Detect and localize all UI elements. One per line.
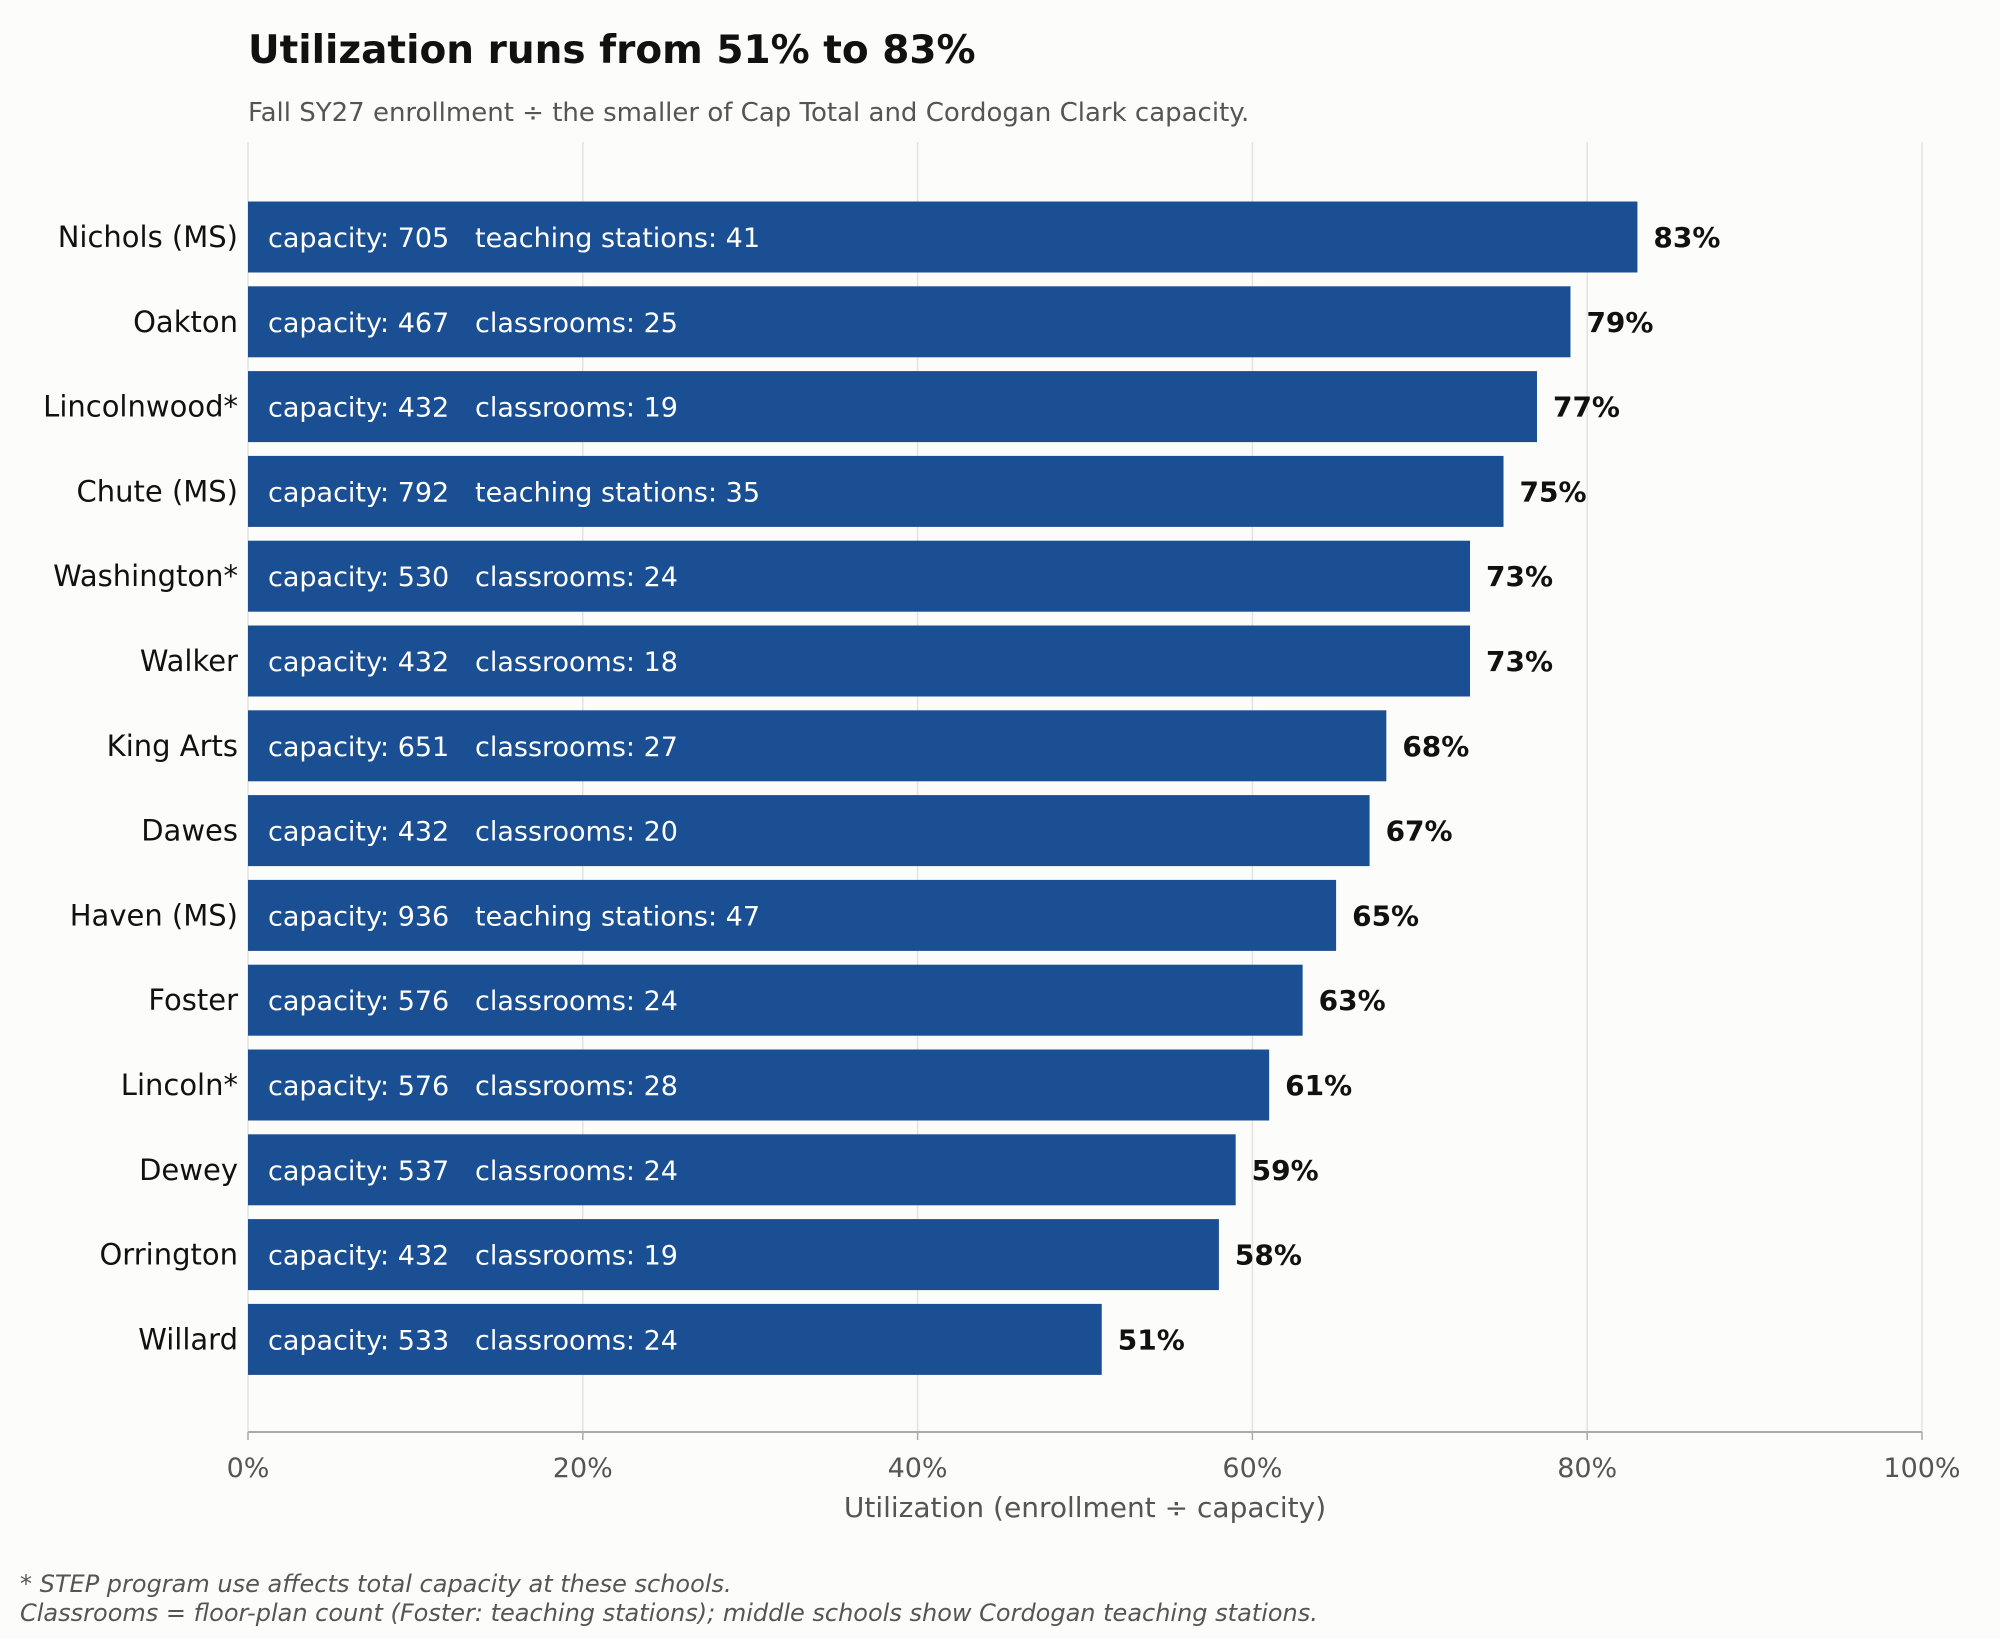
bar-annotation: capacity: 530 classrooms: 24 [268, 562, 678, 593]
bar [248, 1134, 1236, 1206]
category-label: Orrington [99, 1238, 238, 1272]
category-label: Foster [148, 983, 238, 1017]
bar-annotation: capacity: 432 classrooms: 19 [268, 1241, 678, 1272]
category-label: Nichols (MS) [58, 220, 238, 254]
x-tick-label: 60% [1222, 1453, 1282, 1484]
footnote-classrooms-definition: Classrooms = floor-plan count (Foster: t… [20, 1599, 1318, 1627]
value-label: 79% [1586, 306, 1653, 339]
bar-annotation: capacity: 576 classrooms: 24 [268, 986, 678, 1017]
category-label: Oakton [133, 305, 238, 339]
value-label: 58% [1235, 1239, 1302, 1272]
category-label: Lincoln* [121, 1068, 238, 1102]
category-label: Lincolnwood* [43, 390, 238, 424]
bar [248, 795, 1370, 867]
value-label: 83% [1653, 221, 1720, 254]
category-label: Chute (MS) [77, 474, 239, 508]
bar [248, 201, 1638, 273]
bar [248, 710, 1387, 782]
bar-annotation: capacity: 533 classrooms: 24 [268, 1325, 678, 1356]
bar [248, 1219, 1219, 1291]
category-label: Dawes [141, 814, 238, 848]
category-label: Walker [140, 644, 238, 678]
bar [248, 371, 1537, 443]
value-label: 73% [1486, 560, 1553, 593]
bar-annotation: capacity: 705 teaching stations: 41 [268, 223, 760, 254]
value-label: 61% [1285, 1069, 1352, 1102]
category-label: Dewey [139, 1153, 238, 1187]
x-axis-title: Utilization (enrollment ÷ capacity) [844, 1491, 1326, 1524]
bar [248, 1049, 1270, 1121]
bar-annotation: capacity: 792 teaching stations: 35 [268, 477, 760, 508]
bar [248, 540, 1471, 612]
bar [248, 286, 1571, 358]
value-label: 65% [1352, 899, 1419, 932]
x-tick-label: 20% [553, 1453, 613, 1484]
bar [248, 964, 1303, 1036]
bar-annotation: capacity: 432 classrooms: 18 [268, 647, 678, 678]
chart-subtitle: Fall SY27 enrollment ÷ the smaller of Ca… [248, 98, 1250, 128]
bar [248, 625, 1471, 697]
x-tick-label: 100% [1883, 1453, 1960, 1484]
value-label: 59% [1252, 1154, 1319, 1187]
bar [248, 879, 1337, 951]
value-label: 63% [1319, 984, 1386, 1017]
value-label: 75% [1520, 475, 1587, 508]
bar [248, 1303, 1102, 1375]
category-label: Willard [138, 1322, 238, 1356]
category-label: Haven (MS) [70, 898, 238, 932]
bar-annotation: capacity: 936 teaching stations: 47 [268, 901, 760, 932]
footnote-step-program: * STEP program use affects total capacit… [20, 1570, 732, 1598]
x-tick-label: 40% [888, 1453, 948, 1484]
bar-annotation: capacity: 432 classrooms: 19 [268, 393, 678, 424]
bar-annotation: capacity: 467 classrooms: 25 [268, 308, 678, 339]
value-label: 51% [1118, 1323, 1185, 1356]
x-axis: 0% 20% 40% 60% 80% 100% [227, 1431, 1961, 1484]
x-tick-label: 0% [227, 1453, 270, 1484]
bars: Nichols (MS) capacity: 705 teaching stati… [43, 201, 1720, 1375]
chart-title: Utilization runs from 51% to 83% [248, 28, 976, 73]
x-tick-label: 80% [1557, 1453, 1617, 1484]
utilization-bar-chart: Nichols (MS) capacity: 705 teaching stati… [43, 142, 1961, 1524]
category-label: Washington* [53, 559, 238, 593]
bar-annotation: capacity: 651 classrooms: 27 [268, 732, 678, 763]
bar-annotation: capacity: 432 classrooms: 20 [268, 817, 678, 848]
bar-annotation: capacity: 576 classrooms: 28 [268, 1071, 678, 1102]
value-label: 73% [1486, 645, 1553, 678]
value-label: 67% [1386, 815, 1453, 848]
bar [248, 455, 1504, 527]
value-label: 68% [1402, 730, 1469, 763]
bar-annotation: capacity: 537 classrooms: 24 [268, 1156, 678, 1187]
value-label: 77% [1553, 391, 1620, 424]
category-label: King Arts [107, 729, 238, 763]
